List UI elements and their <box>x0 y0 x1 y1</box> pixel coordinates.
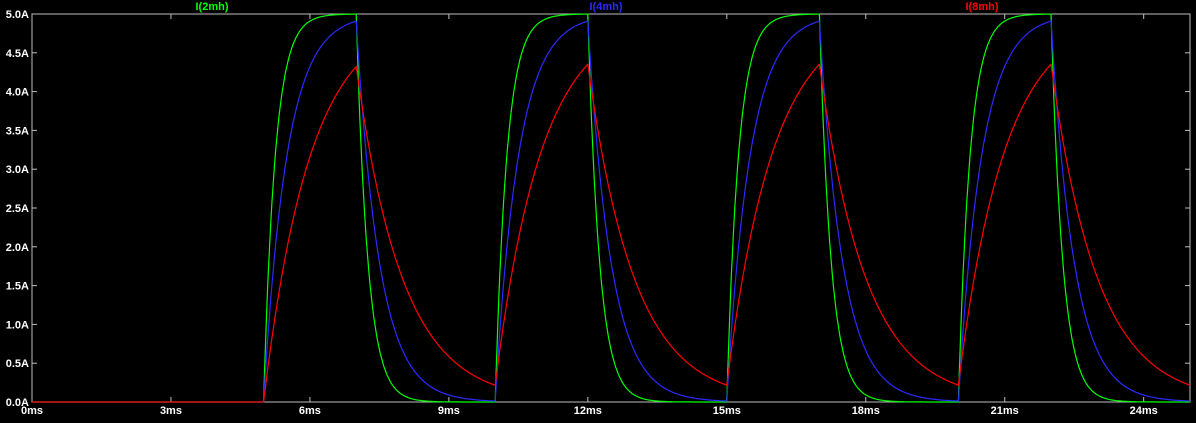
y-axis-tick-label: 1.5A <box>6 281 29 293</box>
x-axis-tick-label: 3ms <box>160 405 182 417</box>
legend-label-i8mh[interactable]: I(8mh) <box>966 1 999 13</box>
y-axis-tick-label: 5.0A <box>6 9 29 21</box>
legend-label-i4mh[interactable]: I(4mh) <box>590 1 623 13</box>
x-axis-tick-label: 0ms <box>21 405 43 417</box>
y-axis-tick-label: 3.5A <box>6 125 29 137</box>
x-axis-tick-label: 6ms <box>299 405 321 417</box>
legend-label-i2mh[interactable]: I(2mh) <box>196 1 229 13</box>
y-axis-tick-label: 4.0A <box>6 87 29 99</box>
x-axis-tick-label: 21ms <box>991 405 1019 417</box>
y-axis-tick-label: 0.0A <box>6 397 29 409</box>
y-axis-tick-label: 4.5A <box>6 48 29 60</box>
y-axis-tick-label: 2.5A <box>6 203 29 215</box>
x-axis-tick-label: 15ms <box>713 405 741 417</box>
x-axis-tick-label: 9ms <box>438 405 460 417</box>
y-axis-tick-label: 0.5A <box>6 358 29 370</box>
y-axis-tick-label: 1.0A <box>6 319 29 331</box>
y-axis-tick-label: 2.0A <box>6 242 29 254</box>
x-axis-tick-label: 24ms <box>1130 405 1158 417</box>
x-axis-tick-label: 18ms <box>852 405 880 417</box>
x-axis-tick-label: 12ms <box>574 405 602 417</box>
trace-i8mh <box>32 63 1191 403</box>
y-axis-tick-label: 3.0A <box>6 164 29 176</box>
